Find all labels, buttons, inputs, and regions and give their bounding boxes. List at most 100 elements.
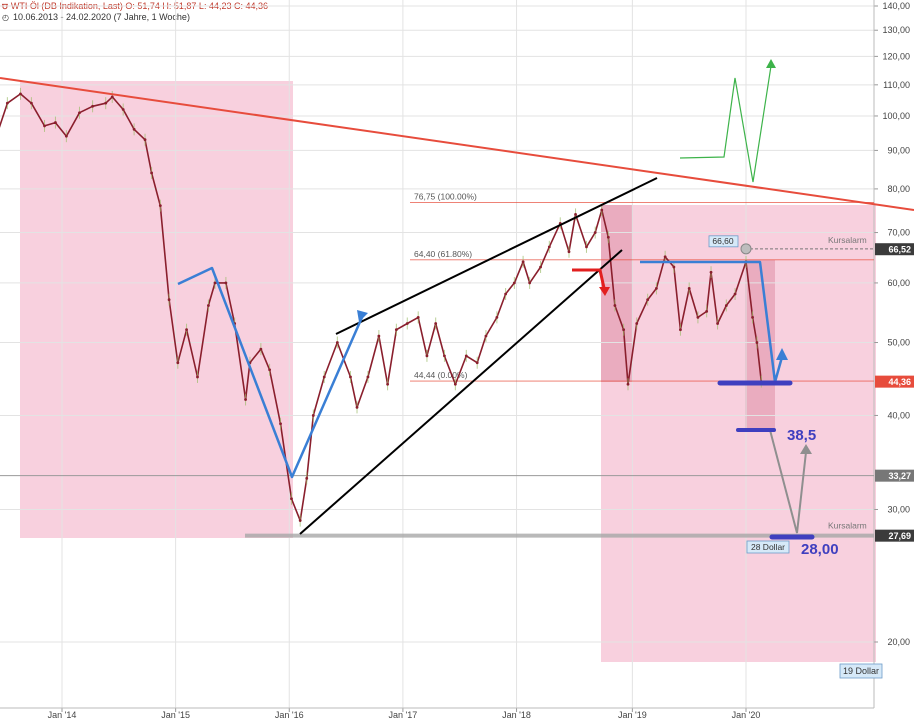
- price-point: [143, 138, 147, 142]
- channel-lower-line: [299, 249, 623, 535]
- price-point: [443, 354, 446, 358]
- price-point: [716, 322, 719, 325]
- price-tag-label: 66,52: [888, 245, 911, 255]
- channel-upper-line: [335, 177, 658, 335]
- price-point: [755, 341, 759, 344]
- price-point: [43, 124, 46, 128]
- price-point: [224, 281, 228, 285]
- y-tick-label: 50,00: [887, 338, 910, 348]
- price-point: [593, 231, 597, 234]
- y-tick-label: 120,00: [882, 51, 910, 61]
- note-28-box: [746, 540, 790, 554]
- price-point: [626, 382, 630, 386]
- price-point: [158, 204, 162, 208]
- price-point: [585, 245, 588, 249]
- price-point: [724, 304, 728, 307]
- x-tick-label: Jan '19: [618, 710, 647, 720]
- y-tick-label: 90,00: [887, 145, 910, 155]
- price-point: [600, 208, 604, 212]
- price-point: [121, 108, 125, 111]
- wave-2019-drop: [640, 260, 784, 384]
- x-tick-label: Jan '20: [732, 710, 761, 720]
- price-point: [425, 354, 429, 358]
- price-point: [298, 519, 302, 522]
- y-tick-label: 100,00: [882, 111, 910, 121]
- price-point: [663, 255, 667, 259]
- target-label-385: 38,5: [787, 427, 816, 444]
- price-point: [290, 497, 293, 501]
- zone-2014-2016: [20, 81, 293, 538]
- x-tick-label: Jan '18: [502, 710, 531, 720]
- price-point: [672, 265, 676, 269]
- price-point: [185, 328, 188, 332]
- price-point: [733, 292, 737, 296]
- price-point: [110, 95, 114, 99]
- price-point: [394, 328, 398, 332]
- clock-icon: ◴: [2, 13, 9, 22]
- note-28-label: 28 Dollar: [751, 542, 785, 552]
- price-point: [655, 287, 658, 290]
- price-point: [366, 375, 370, 379]
- alarm-label-upper: Kursalarm: [828, 235, 867, 245]
- wave-arrow-up-2016: [357, 310, 368, 322]
- zone-2019-2020: [601, 205, 876, 662]
- fib-level-label: 64,40 (61.80%): [414, 249, 472, 259]
- price-tag-label: 27,69: [888, 531, 911, 541]
- price-point: [64, 134, 68, 138]
- price-point: [416, 315, 420, 319]
- red-drop-arrowhead: [599, 287, 610, 296]
- price-point: [196, 375, 199, 379]
- alarm-tag-label: 66,60: [712, 236, 734, 246]
- price-point: [484, 334, 488, 338]
- price-tag-box: [875, 375, 914, 388]
- price-point: [687, 287, 691, 290]
- price-point: [268, 368, 272, 372]
- price-point: [54, 121, 57, 124]
- red-drop-arrow: [572, 268, 606, 289]
- price-point: [547, 245, 551, 249]
- price-point: [495, 315, 499, 319]
- x-tick-label: Jan '17: [389, 710, 418, 720]
- price-point: [335, 341, 339, 344]
- price-point: [150, 171, 153, 175]
- y-tick-label: 70,00: [887, 228, 910, 238]
- green-scenario-path: [679, 65, 772, 183]
- y-tick-label: 60,00: [887, 278, 910, 288]
- price-point: [622, 328, 626, 332]
- price-point: [132, 127, 136, 131]
- y-tick-label: 140,00: [882, 1, 910, 11]
- price-tag-box: [875, 243, 914, 256]
- chart-date-range: 10.06.2013 - 24.02.2020 (7 Jahre, 1 Woch…: [12, 12, 190, 22]
- price-tag-label: 44,36: [888, 377, 911, 387]
- x-tick-label: Jan '14: [48, 710, 77, 720]
- price-point: [434, 322, 438, 325]
- price-point: [78, 111, 81, 115]
- x-tick-label: Jan '16: [275, 710, 304, 720]
- price-point: [405, 322, 409, 325]
- price-point: [635, 322, 639, 325]
- wave-arrow-up-2020: [776, 348, 788, 360]
- price-series-line: [0, 93, 763, 522]
- price-point: [19, 92, 22, 96]
- green-scenario-arrowhead: [766, 59, 776, 68]
- price-point: [606, 235, 610, 239]
- alarm-tag-box: [708, 235, 739, 248]
- price-point: [567, 250, 571, 254]
- target-label-28: 28,00: [801, 541, 839, 558]
- y-tick-label: 40,00: [887, 410, 910, 420]
- price-point: [355, 405, 359, 409]
- price-point: [104, 101, 108, 105]
- price-point: [30, 101, 33, 105]
- price-point: [322, 375, 326, 379]
- wave-2015-drop: [177, 266, 365, 479]
- price-point: [377, 334, 381, 338]
- price-point: [213, 281, 217, 285]
- price-point: [705, 309, 709, 313]
- price-point: [504, 292, 508, 296]
- price-point: [259, 347, 263, 351]
- price-point: [679, 328, 682, 332]
- x-tick-label: Jan '15: [161, 710, 190, 720]
- projection-arrowhead: [800, 444, 812, 454]
- alarm-label-lower: Kursalarm: [828, 521, 867, 531]
